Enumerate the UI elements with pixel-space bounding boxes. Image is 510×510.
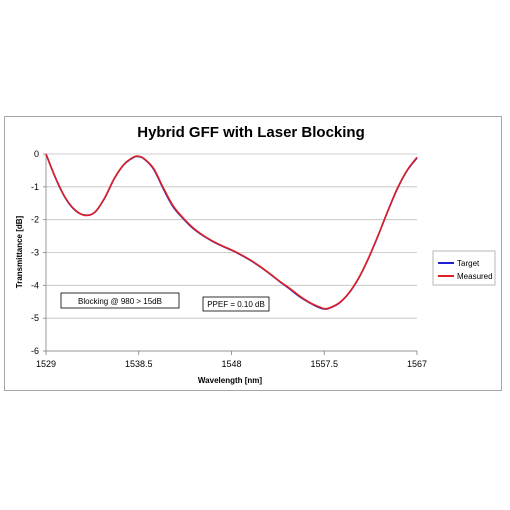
y-tick-label: -4 <box>31 280 39 290</box>
chart-svg: Hybrid GFF with Laser Blocking 0 -1 -2 -3 -4… <box>15 124 496 385</box>
chart-frame: Hybrid GFF with Laser Blocking 0 -1 -2 -3 -4… <box>4 116 502 391</box>
y-tick-label: -2 <box>31 215 39 225</box>
x-axis-label: Wavelength [nm] <box>198 376 262 385</box>
annotation-blocking-text: Blocking @ 980 > 15dB <box>78 297 162 306</box>
annotation-ppef: PPEF = 0.10 dB <box>202 296 270 312</box>
series-line-target <box>45 153 418 310</box>
y-tick-label: -5 <box>31 313 39 323</box>
x-tick-label: 1548 <box>221 359 241 369</box>
x-tick-label: 1557.5 <box>310 359 338 369</box>
y-tick-label: -6 <box>31 346 39 356</box>
legend: Target Measured <box>432 250 496 286</box>
x-tick-label: 1529 <box>36 359 56 369</box>
legend-label-measured: Measured <box>457 272 493 281</box>
x-tick-label: 1567 <box>407 359 427 369</box>
annotation-blocking: Blocking @ 980 > 15dB <box>60 292 180 309</box>
y-tick-label: 0 <box>34 149 39 159</box>
legend-label-target: Target <box>457 259 480 268</box>
x-tick-label: 1538.5 <box>125 359 153 369</box>
y-axis-label: Transmittance [dB] <box>15 215 24 288</box>
plot-area: 0 -1 -2 -3 -4 -5 -6 1529 1538.5 1548 1557.5 1567 <box>31 149 427 369</box>
annotation-ppef-text: PPEF = 0.10 dB <box>207 300 265 309</box>
y-tick-label: -3 <box>31 248 39 258</box>
y-tick-label: -1 <box>31 182 39 192</box>
chart-title: Hybrid GFF with Laser Blocking <box>137 124 365 141</box>
series-line-measured <box>45 153 418 310</box>
